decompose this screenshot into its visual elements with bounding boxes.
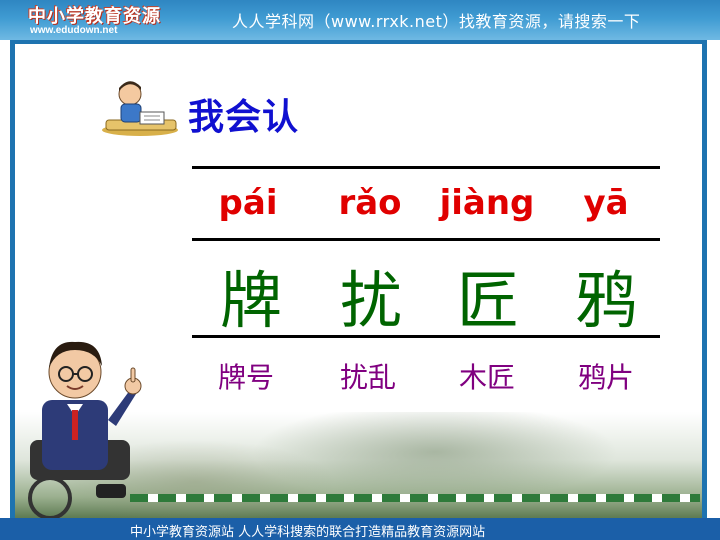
pinyin-3: jiàng [439,183,535,223]
character-3: 匠 [456,264,519,337]
logo-url[interactable]: www.edudown.net [30,25,118,36]
word-4: 鸦片 [577,361,634,394]
frame-right-border [702,40,707,518]
table-rule-bottom [192,335,660,338]
header-tagline: 人人学科网（www.rrxk.net）找教育资源，请搜索一下 [232,12,641,31]
frame-left-border [10,40,15,518]
character-4: 鸦 [574,264,637,337]
word-2: 扰乱 [339,361,396,394]
pinyin-4: yā [583,183,629,223]
word-3: 木匠 [458,361,515,394]
pinyin-1: pái [218,183,278,223]
character-1: 牌 [219,264,282,337]
footer-text: 中小学教育资源站 人人学科搜索的联合打造精品教育资源网站 [130,525,486,540]
table-rule-middle [192,238,660,241]
frame-top-border [10,40,707,44]
pinyin-2: rǎo [338,183,402,223]
header-bar: 中小学教育资源 www.edudown.net 人人学科网（www.rrxk.n… [0,0,720,40]
decorative-dash-strip [130,494,700,502]
reading-student-icon [102,81,178,136]
character-2: 扰 [339,264,402,337]
teacher-illustration [28,341,142,520]
footer-bar: 中小学教育资源站 人人学科搜索的联合打造精品教育资源网站 [0,518,720,540]
word-1: 牌号 [217,361,274,394]
table-rule-top [192,166,660,169]
section-heading: 我会认 [188,97,300,138]
site-logo: 中小学教育资源 [28,6,161,27]
